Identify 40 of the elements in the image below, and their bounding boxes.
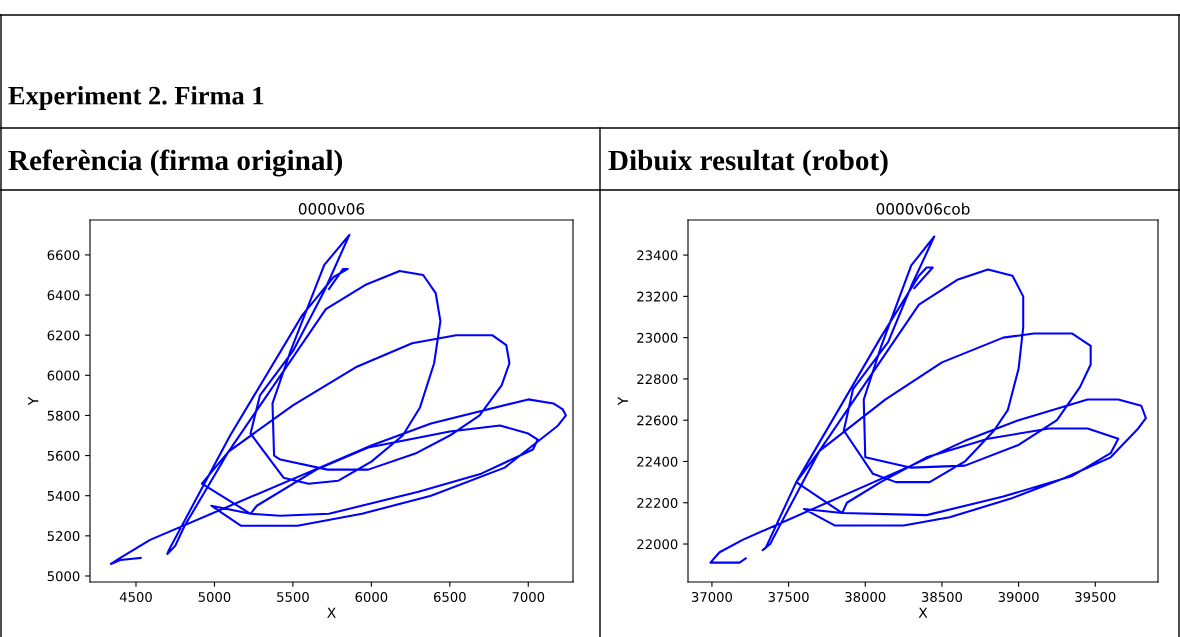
text: Experiment 2. Firma 1 bbox=[8, 86, 264, 110]
text: Dibuix resultat (robot) bbox=[608, 149, 888, 177]
x-tick-label: 4500 bbox=[119, 591, 152, 602]
chart-title: 0000v06cob bbox=[876, 202, 970, 215]
y-axis-title: Y bbox=[617, 396, 628, 406]
x-tick-label: 39500 bbox=[1075, 591, 1116, 602]
y-tick-label: 23200 bbox=[637, 291, 678, 302]
x-tick-label: 5500 bbox=[277, 591, 309, 602]
y-tick-label: 5000 bbox=[47, 571, 80, 582]
x-tick-label: 38000 bbox=[845, 591, 886, 602]
chart-title: 0000v06 bbox=[298, 203, 365, 215]
y-tick-label: 22400 bbox=[637, 456, 678, 467]
y-tick-label: 22200 bbox=[637, 497, 678, 508]
y-tick-label: 22800 bbox=[637, 374, 678, 385]
x-axis-title: X bbox=[918, 607, 928, 618]
y-tick-label: 23000 bbox=[637, 332, 678, 343]
x-tick-label: 6500 bbox=[433, 591, 466, 602]
y-tick-label: 5400 bbox=[47, 490, 80, 501]
line-series bbox=[109, 233, 567, 565]
line-series bbox=[709, 235, 1147, 564]
x-tick-label: 7000 bbox=[512, 591, 545, 602]
text: Referència (firma original) bbox=[8, 149, 343, 177]
y-tick-label: 5200 bbox=[47, 531, 80, 542]
x-tick-label: 39000 bbox=[998, 591, 1039, 602]
y-tick-label: 6400 bbox=[47, 290, 80, 301]
x-tick-label: 6000 bbox=[355, 591, 388, 602]
x-tick-label: 5000 bbox=[198, 591, 231, 602]
x-tick-label: 37000 bbox=[691, 591, 733, 602]
y-tick-label: 6200 bbox=[47, 330, 80, 341]
x-axis-title: X bbox=[327, 607, 336, 618]
y-tick-label: 22000 bbox=[637, 539, 678, 550]
y-tick-label: 22600 bbox=[637, 415, 678, 426]
y-tick-label: 6600 bbox=[47, 250, 80, 261]
x-tick-label: 37500 bbox=[768, 591, 809, 602]
y-tick-label: 6000 bbox=[47, 370, 80, 381]
y-axis-title: Y bbox=[28, 396, 39, 406]
y-tick-label: 5600 bbox=[47, 450, 80, 461]
y-tick-label: 23400 bbox=[637, 250, 678, 261]
x-tick-label: 38500 bbox=[921, 591, 963, 602]
y-tick-label: 5800 bbox=[47, 410, 80, 421]
